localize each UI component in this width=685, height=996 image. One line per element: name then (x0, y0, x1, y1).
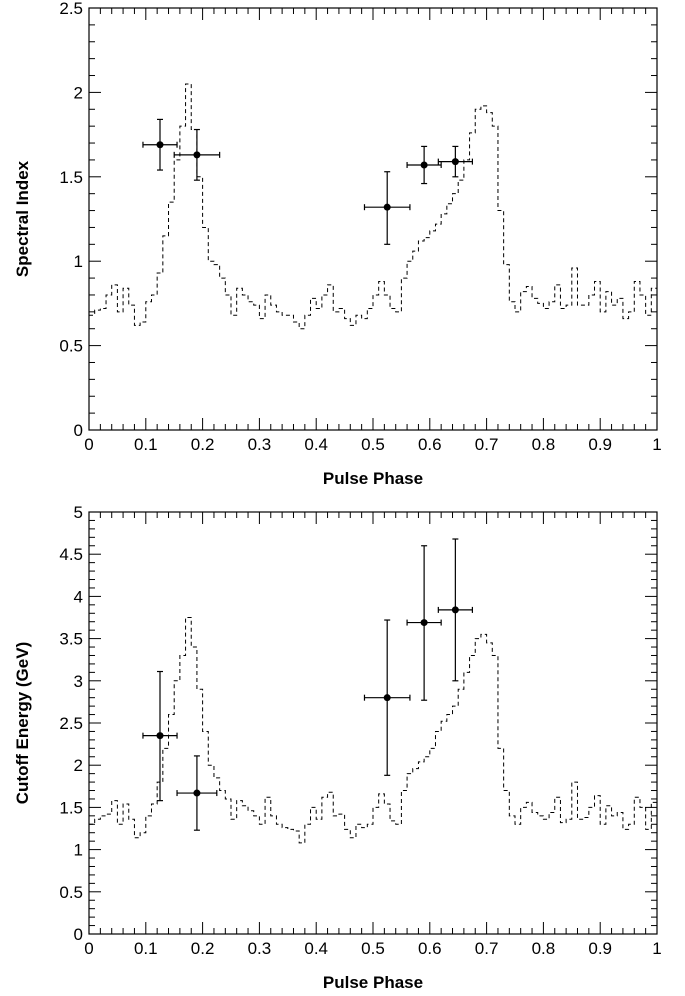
x-tick-label: 0.1 (134, 435, 158, 454)
point-marker (193, 789, 201, 797)
data-point (142, 670, 178, 802)
y-tick-label: 4.5 (59, 545, 83, 564)
x-tick-label: 0.7 (475, 435, 499, 454)
point-marker (193, 151, 201, 159)
point-marker (420, 619, 428, 627)
y-tick-label: 0 (74, 925, 83, 944)
point-marker (156, 141, 164, 149)
x-tick-label: 0.3 (248, 435, 272, 454)
histogram-line (89, 617, 657, 844)
x-tick-label: 1 (652, 435, 661, 454)
y-tick-label: 3.5 (59, 630, 83, 649)
x-tick-label: 0.6 (418, 939, 442, 958)
x-tick-label: 0.6 (418, 435, 442, 454)
dashed-histogram (89, 83, 657, 330)
x-tick-label: 0.5 (361, 435, 385, 454)
tick-marks (88, 511, 658, 935)
point-marker (420, 161, 428, 169)
plot-frame (88, 511, 658, 935)
x-tick-labels: 0 0.1 0.2 0.3 0.4 0.5 0.6 0.7 0.8 0.9 1 (84, 939, 661, 958)
y-tick-label: 3 (74, 672, 83, 691)
y-tick-label: 2 (74, 83, 83, 102)
data-point (173, 128, 221, 181)
x-tick-label: 0.8 (532, 939, 556, 958)
dashed-histogram (89, 617, 657, 844)
x-tick-label: 0.9 (588, 939, 612, 958)
y-tick-labels: 0 0.5 1 1.5 2 2.5 3 3.5 4 4.5 5 (59, 503, 83, 944)
data-points (142, 538, 473, 831)
x-tick-label: 0.4 (304, 939, 328, 958)
data-point (363, 171, 411, 245)
x-tick-label: 0.1 (134, 939, 158, 958)
y-axis-label: Cutoff Energy (GeV) (13, 642, 32, 804)
data-point (176, 755, 218, 831)
y-tick-label: 1 (74, 252, 83, 271)
y-tick-label: 5 (74, 503, 83, 522)
y-tick-label: 0 (74, 421, 83, 440)
data-point (437, 538, 473, 682)
y-tick-labels: 0 0.5 1 1.5 2 2.5 (59, 0, 83, 440)
histogram-line (89, 83, 657, 330)
data-point (363, 619, 411, 776)
tick-marks (88, 7, 658, 431)
point-marker (383, 203, 391, 211)
x-tick-label: 1 (652, 939, 661, 958)
data-point (406, 545, 442, 701)
y-tick-label: 4 (74, 587, 83, 606)
x-tick-label: 0.3 (248, 939, 272, 958)
panel-spectral-index: 0 0.1 0.2 0.3 0.4 0.5 0.6 0.7 0.8 0.9 1 0 0.5 1 1.5 2 2… (13, 0, 662, 488)
point-marker (451, 606, 459, 614)
data-points (142, 118, 473, 245)
y-axis-label: Spectral Index (13, 160, 32, 277)
point-marker (383, 694, 391, 702)
y-tick-label: 1.5 (59, 798, 83, 817)
y-tick-label: 1 (74, 841, 83, 860)
x-tick-label: 0 (84, 435, 93, 454)
x-tick-label: 0.7 (475, 939, 499, 958)
data-point (406, 145, 442, 185)
plot-frame (88, 7, 658, 431)
point-marker (156, 732, 164, 740)
y-tick-label: 1.5 (59, 168, 83, 187)
data-point (437, 145, 473, 178)
x-axis-label: Pulse Phase (323, 469, 423, 488)
point-marker (451, 158, 459, 166)
y-tick-label: 0.5 (59, 883, 83, 902)
x-tick-label: 0 (84, 939, 93, 958)
panel-cutoff-energy: 0 0.1 0.2 0.3 0.4 0.5 0.6 0.7 0.8 0.9 1 0 0.5 1 1.5 2 2… (13, 503, 662, 992)
x-tick-label: 0.4 (304, 435, 328, 454)
x-tick-label: 0.5 (361, 939, 385, 958)
y-tick-label: 2 (74, 756, 83, 775)
y-tick-label: 0.5 (59, 337, 83, 356)
y-tick-label: 2.5 (59, 714, 83, 733)
y-tick-label: 2.5 (59, 0, 83, 18)
x-tick-label: 0.2 (191, 435, 215, 454)
x-axis-label: Pulse Phase (323, 973, 423, 992)
x-tick-label: 0.2 (191, 939, 215, 958)
x-tick-label: 0.9 (588, 435, 612, 454)
x-tick-label: 0.8 (532, 435, 556, 454)
data-point (142, 118, 178, 171)
x-tick-labels: 0 0.1 0.2 0.3 0.4 0.5 0.6 0.7 0.8 0.9 1 (84, 435, 661, 454)
